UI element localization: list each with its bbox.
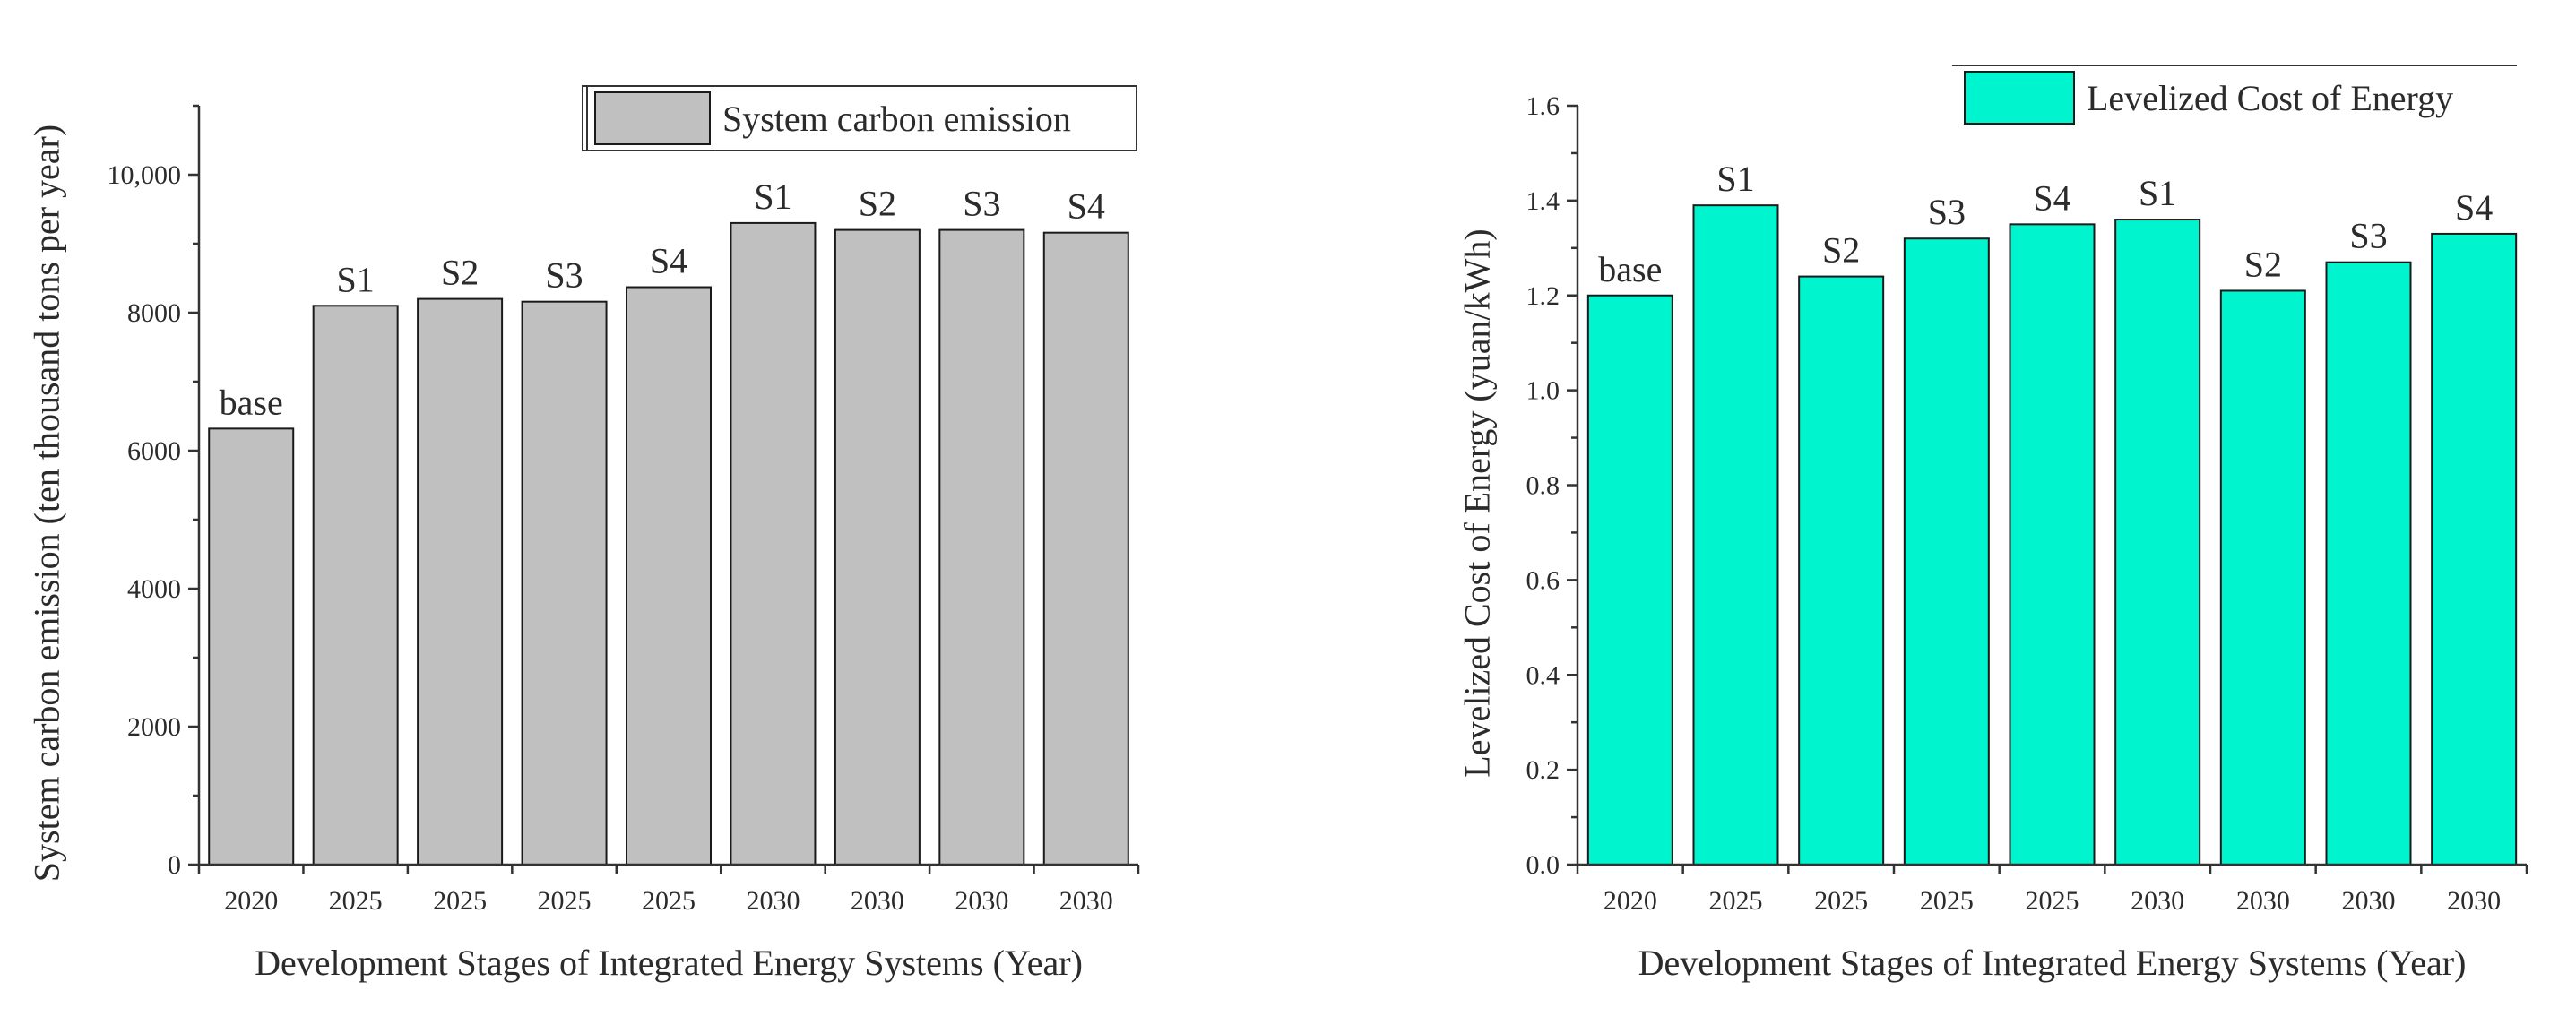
- y-tick-label: 0: [168, 850, 181, 880]
- chart-left: base S1 S2 S3 S4 S1 S2 S3 S4 0 2000 4000 6000 8000 10…: [27, 85, 1140, 983]
- bar-group: [1586, 204, 2518, 866]
- bar: [1798, 275, 1885, 866]
- y-tick-label: 0.6: [1526, 565, 1560, 595]
- bar-label-group: base S1 S2 S3 S4 S1 S2 S3 S4: [220, 177, 1105, 422]
- legend-label: System carbon emission: [722, 99, 1071, 139]
- legend-swatch: [594, 91, 711, 145]
- y-tick-group: 0.0 0.2 0.4 0.6 0.8 1.0 1.2 1.4 1.6: [1526, 91, 1578, 880]
- y-tick-label: 0.4: [1526, 660, 1560, 690]
- x-tick-label: 2030: [2131, 886, 2184, 916]
- y-tick-label: 10,000: [108, 160, 182, 190]
- y-axis-title: System carbon emission (ten thousand ton…: [27, 125, 67, 882]
- bar: [1586, 294, 1673, 866]
- bar: [938, 228, 1025, 866]
- legend: Levelized Cost of Energy: [1952, 65, 2517, 125]
- x-tick-label: 2025: [538, 886, 592, 916]
- x-tick-label: 2030: [851, 886, 904, 916]
- bar-label: S4: [2455, 187, 2493, 228]
- bar: [2009, 223, 2096, 866]
- bar: [1903, 237, 1990, 866]
- y-tick-label: 0.0: [1526, 850, 1560, 880]
- y-tick-label: 2000: [127, 712, 181, 742]
- y-tick-label: 4000: [127, 574, 181, 604]
- bar-label: base: [220, 382, 283, 422]
- x-axis-title: Development Stages of Integrated Energy …: [255, 943, 1083, 983]
- bar-label: S3: [545, 255, 583, 296]
- bar-group: [208, 221, 1129, 866]
- bar-label: S1: [754, 177, 791, 217]
- bar-label-group: base S1 S2 S3 S4 S1 S2 S3 S4: [1598, 159, 2493, 289]
- bar-label: S2: [1822, 230, 1860, 271]
- bar-label: S1: [337, 259, 375, 299]
- bar: [417, 297, 504, 866]
- x-tick-label: 2030: [2236, 886, 2290, 916]
- x-tick-label: 2030: [955, 886, 1008, 916]
- y-tick-label: 0.2: [1526, 755, 1560, 785]
- x-tick-label: 2020: [1604, 886, 1657, 916]
- y-tick-label: 1.6: [1526, 91, 1560, 121]
- bar: [312, 305, 399, 866]
- x-tick-label: 2025: [642, 886, 696, 916]
- bar: [208, 427, 295, 866]
- y-tick-label: 1.2: [1526, 281, 1560, 311]
- x-tick-group: 2020 2025 2025 2025 2025 2030 2030 2030 2030: [197, 865, 1140, 916]
- bar-label: S4: [2033, 177, 2070, 218]
- x-tick-label: 2030: [746, 886, 800, 916]
- y-tick-label: 8000: [127, 298, 181, 328]
- y-tick-group: 0 2000 4000 6000 8000 10,000: [108, 104, 199, 880]
- x-tick-group: 2020 2025 2025 2025 2025 2030 2030 2030 2030: [1576, 865, 2528, 916]
- bar-label: S3: [2349, 216, 2387, 256]
- x-tick-label: 2030: [2342, 886, 2396, 916]
- bar: [2114, 219, 2201, 866]
- legend-swatch: [1964, 71, 2075, 125]
- legend-box: [582, 85, 1137, 151]
- bar: [626, 286, 712, 866]
- bar: [2219, 289, 2306, 866]
- y-axis-title: Levelized Cost of Energy (yuan/kWh): [1457, 228, 1498, 777]
- y-tick-label: 1.0: [1526, 376, 1560, 406]
- bar: [834, 228, 921, 866]
- y-tick-label: 6000: [127, 436, 181, 466]
- legend-label: Levelized Cost of Energy: [2087, 78, 2453, 118]
- bar-label: base: [1598, 249, 1662, 289]
- x-tick-label: 2025: [2026, 886, 2079, 916]
- bar: [730, 221, 817, 866]
- x-tick-label: 2025: [1814, 886, 1868, 916]
- x-tick-label: 2025: [1920, 886, 1974, 916]
- bar: [2431, 232, 2518, 866]
- bar-label: S2: [2244, 244, 2282, 284]
- legend: System carbon emission: [582, 85, 1137, 151]
- y-tick-label: 0.8: [1526, 471, 1560, 501]
- bar: [2325, 261, 2412, 866]
- y-tick-label: 1.4: [1526, 186, 1560, 216]
- x-tick-label: 2025: [329, 886, 383, 916]
- x-tick-label: 2025: [1709, 886, 1763, 916]
- bar-label: S4: [650, 241, 687, 281]
- bar: [1042, 231, 1129, 866]
- bar-label: S2: [859, 184, 896, 224]
- x-tick-label: 2025: [433, 886, 487, 916]
- bar: [521, 300, 608, 866]
- chart-right: base S1 S2 S3 S4 S1 S2 S3 S4 0.0 0.2 0.4 0.6 0.8 1.0 1…: [1457, 65, 2528, 983]
- bar-label: S3: [1928, 192, 1966, 232]
- x-axis-title: Development Stages of Integrated Energy …: [1638, 943, 2467, 983]
- bar-label: S4: [1068, 186, 1105, 227]
- x-tick-label: 2030: [1059, 886, 1113, 916]
- x-tick-label: 2030: [2447, 886, 2501, 916]
- x-tick-label: 2020: [224, 886, 278, 916]
- bar-label: S3: [963, 184, 1000, 224]
- bar-label: S1: [1716, 159, 1754, 199]
- bar-label: S2: [441, 253, 479, 293]
- bar-label: S1: [2139, 173, 2176, 213]
- bar: [1692, 204, 1779, 866]
